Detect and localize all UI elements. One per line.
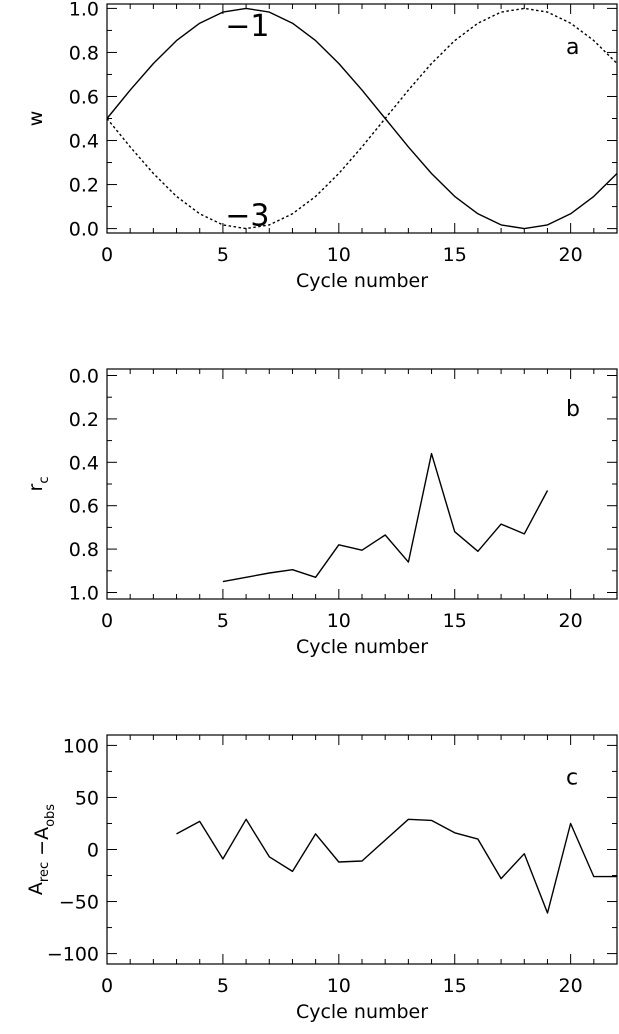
panel-letter: b bbox=[566, 397, 580, 422]
y-tick-label: 0.2 bbox=[69, 175, 99, 197]
x-tick-label: 5 bbox=[217, 610, 229, 632]
panel-a: 0 5 10 15 20 0.0 0.2 0.4 0.6 0.8 1.0 Cycle number w a… bbox=[25, 0, 618, 292]
y-tick-label: 0.6 bbox=[69, 86, 99, 108]
y-axis-label: w bbox=[25, 111, 47, 127]
y-axis-label-subscript: rec bbox=[37, 862, 52, 882]
y-tick-label: 100 bbox=[63, 735, 99, 757]
x-tick-label: 10 bbox=[327, 610, 351, 632]
y-tick-label: 1.0 bbox=[69, 582, 99, 604]
y-axis-label: Arec −Aobs bbox=[25, 804, 58, 895]
x-tick-label: 5 bbox=[217, 975, 229, 997]
x-tick-label: 10 bbox=[327, 244, 351, 266]
y-axis-label-text: r bbox=[25, 483, 47, 491]
y-tick-label: 0.0 bbox=[69, 366, 99, 388]
y-tick-label: 1.0 bbox=[69, 0, 99, 20]
y-tick-label: 0.0 bbox=[69, 219, 99, 241]
plot-frame bbox=[106, 368, 618, 600]
x-tick-label: 15 bbox=[443, 244, 467, 266]
x-tick-label: 15 bbox=[443, 975, 467, 997]
series-line-solid bbox=[106, 7, 618, 230]
plot-frame bbox=[106, 3, 618, 234]
x-tick-label: 15 bbox=[443, 610, 467, 632]
x-tick-label: 20 bbox=[559, 610, 583, 632]
y-tick-label: 0.8 bbox=[69, 42, 99, 64]
x-tick-label: 5 bbox=[217, 244, 229, 266]
x-axis-label: Cycle number bbox=[296, 1001, 428, 1023]
x-axis-label: Cycle number bbox=[296, 636, 428, 658]
x-tick-label: 0 bbox=[101, 975, 113, 997]
y-tick-label: 0.6 bbox=[69, 496, 99, 518]
panel-b: 0 5 10 15 20 0.0 0.2 0.4 0.6 0.8 1.0 Cycle number rc… bbox=[25, 366, 618, 658]
x-tick-label: 0 bbox=[101, 610, 113, 632]
series-line-dotted bbox=[106, 7, 618, 230]
series-line-solid bbox=[222, 452, 549, 583]
y-tick-label: −50 bbox=[59, 892, 99, 914]
panel-letter: a bbox=[566, 35, 579, 60]
y-tick-label: 0.4 bbox=[69, 131, 99, 153]
y-tick-label: 50 bbox=[75, 787, 99, 809]
x-tick-label: 10 bbox=[327, 975, 351, 997]
y-axis-label-part: A bbox=[25, 882, 47, 895]
y-tick-label: 0.8 bbox=[69, 539, 99, 561]
panel-c: 0 5 10 15 20 −100 −50 0 50 100 Cycle number Arec −A… bbox=[25, 734, 618, 1023]
panel-letter: c bbox=[566, 766, 578, 791]
curve-label: −1 bbox=[225, 9, 269, 44]
y-tick-label: −100 bbox=[47, 944, 99, 966]
x-axis-label: Cycle number bbox=[296, 270, 428, 292]
x-tick-label: 20 bbox=[559, 244, 583, 266]
y-tick-label: 0 bbox=[87, 840, 99, 862]
y-axis-label-text: w bbox=[25, 111, 47, 127]
y-axis-label-part: −A bbox=[31, 827, 53, 862]
y-axis-label-subscript: c bbox=[37, 477, 52, 484]
plot-frame bbox=[106, 734, 618, 965]
y-tick-label: 0.4 bbox=[69, 452, 99, 474]
series-line-solid bbox=[176, 818, 617, 914]
x-tick-label: 0 bbox=[101, 244, 113, 266]
x-tick-label: 20 bbox=[559, 975, 583, 997]
y-tick-label: 0.2 bbox=[69, 409, 99, 431]
y-axis-label: rc bbox=[25, 477, 52, 492]
curve-label: −3 bbox=[225, 198, 269, 233]
y-axis-label-subscript: obs bbox=[43, 804, 58, 827]
